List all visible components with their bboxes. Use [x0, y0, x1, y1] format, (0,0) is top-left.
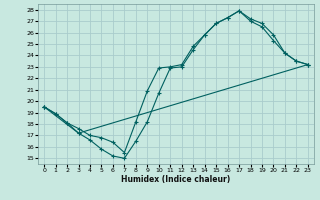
X-axis label: Humidex (Indice chaleur): Humidex (Indice chaleur) [121, 175, 231, 184]
